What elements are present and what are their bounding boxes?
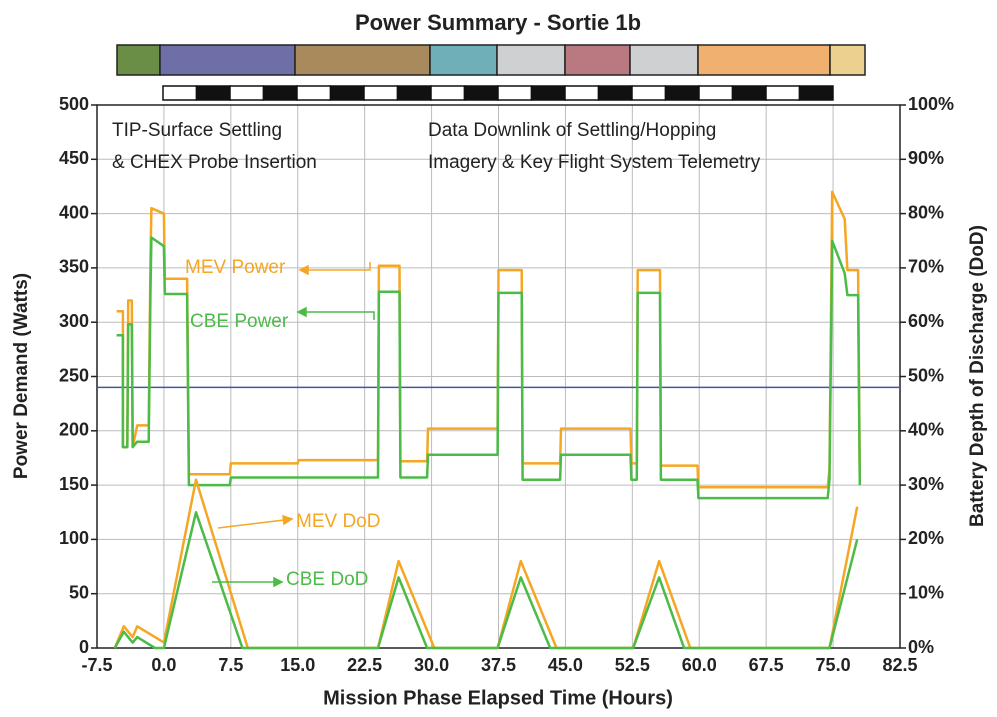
y2-tick-label: 10% bbox=[908, 582, 944, 602]
chart-title: Power Summary - Sortie 1b bbox=[355, 10, 641, 35]
y-tick-label: 200 bbox=[59, 420, 89, 440]
x-axis-label: Mission Phase Elapsed Time (Hours) bbox=[323, 687, 673, 709]
y2-tick-label: 0% bbox=[908, 637, 934, 657]
annotation: & CHEX Probe Insertion bbox=[112, 152, 317, 173]
x-tick-label: 52.5 bbox=[615, 655, 650, 675]
timeline-cell bbox=[597, 85, 633, 101]
y-tick-label: 450 bbox=[59, 148, 89, 168]
timeline-cell bbox=[195, 85, 231, 101]
y2-tick-label: 80% bbox=[908, 202, 944, 222]
y-tick-label: 250 bbox=[59, 365, 89, 385]
annotation: Imagery & Key Flight System Telemetry bbox=[428, 152, 761, 173]
y2-tick-label: 30% bbox=[908, 474, 944, 494]
arrow-head bbox=[296, 306, 307, 318]
y-tick-label: 0 bbox=[79, 637, 89, 657]
series-line bbox=[113, 478, 859, 650]
timeline-cell bbox=[765, 85, 801, 101]
timeline-cell bbox=[162, 85, 198, 101]
x-tick-label: 0.0 bbox=[151, 655, 176, 675]
arrow-head bbox=[282, 514, 294, 526]
plot-area bbox=[91, 104, 906, 650]
arrow bbox=[306, 311, 375, 320]
y2-tick-label: 60% bbox=[908, 311, 944, 331]
phase bbox=[829, 44, 866, 76]
phase bbox=[116, 44, 161, 76]
timeline-cell bbox=[329, 85, 365, 101]
annotation: TIP-Surface Settling bbox=[112, 120, 282, 141]
phase bbox=[429, 44, 498, 76]
x-tick-label: 82.5 bbox=[882, 655, 917, 675]
y-tick-label: 500 bbox=[59, 94, 89, 114]
phase-bar bbox=[116, 44, 866, 76]
timeline-cell bbox=[363, 85, 399, 101]
y-tick-label: 300 bbox=[59, 311, 89, 331]
series-label: CBE Power bbox=[190, 311, 289, 332]
phase bbox=[294, 44, 431, 76]
y-axis-label: Power Demand (Watts) bbox=[11, 273, 32, 479]
timeline-cell bbox=[463, 85, 499, 101]
arrow bbox=[217, 519, 285, 529]
x-tick-label: -7.5 bbox=[81, 655, 112, 675]
timeline-cell bbox=[530, 85, 566, 101]
timeline-cell bbox=[229, 85, 265, 101]
y2-tick-label: 90% bbox=[908, 148, 944, 168]
x-tick-label: 75.0 bbox=[816, 655, 851, 675]
x-tick-label: 15.0 bbox=[280, 655, 315, 675]
x-tick-label: 60.0 bbox=[682, 655, 717, 675]
y2-tick-label: 40% bbox=[908, 420, 944, 440]
x-tick-label: 45.0 bbox=[548, 655, 583, 675]
series-label: MEV Power bbox=[185, 257, 286, 278]
y-tick-label: 400 bbox=[59, 202, 89, 222]
day-night-bar bbox=[162, 85, 834, 101]
phase bbox=[496, 44, 566, 76]
timeline-cell bbox=[731, 85, 767, 101]
phase bbox=[697, 44, 831, 76]
phase bbox=[629, 44, 699, 76]
x-tick-label: 37.5 bbox=[481, 655, 516, 675]
y-tick-label: 100 bbox=[59, 528, 89, 548]
y2-tick-label: 100% bbox=[908, 94, 954, 114]
x-tick-label: 7.5 bbox=[218, 655, 243, 675]
timeline-cell bbox=[698, 85, 734, 101]
x-tick-label: 30.0 bbox=[414, 655, 449, 675]
y-tick-label: 350 bbox=[59, 257, 89, 277]
arrow-head bbox=[273, 576, 284, 588]
annotation: Data Downlink of Settling/Hopping bbox=[428, 120, 716, 141]
phase bbox=[564, 44, 631, 76]
arrow-head bbox=[298, 264, 309, 276]
y2-tick-label: 70% bbox=[908, 257, 944, 277]
timeline-cell bbox=[631, 85, 667, 101]
x-tick-label: 22.5 bbox=[347, 655, 382, 675]
timeline-cell bbox=[296, 85, 332, 101]
timeline-cell bbox=[430, 85, 466, 101]
y-tick-label: 150 bbox=[59, 474, 89, 494]
timeline-cell bbox=[564, 85, 600, 101]
series-line bbox=[116, 190, 862, 489]
series-label: CBE DoD bbox=[286, 569, 368, 590]
y-tick-label: 50 bbox=[69, 582, 89, 602]
series-line bbox=[113, 511, 859, 650]
label-arrows bbox=[212, 262, 375, 588]
x-tick-label: 67.5 bbox=[749, 655, 784, 675]
timeline-cell bbox=[396, 85, 432, 101]
timeline-cell bbox=[798, 85, 834, 101]
y2-tick-label: 20% bbox=[908, 528, 944, 548]
y2-tick-label: 50% bbox=[908, 365, 944, 385]
series-label: MEV DoD bbox=[296, 511, 380, 532]
timeline-cell bbox=[262, 85, 298, 101]
series-line bbox=[116, 236, 862, 500]
phase bbox=[159, 44, 296, 76]
arrow bbox=[308, 262, 371, 271]
timeline-cell bbox=[497, 85, 533, 101]
y2-axis-label: Battery Depth of Discharge (DoD) bbox=[967, 225, 988, 527]
timeline-cell bbox=[664, 85, 700, 101]
